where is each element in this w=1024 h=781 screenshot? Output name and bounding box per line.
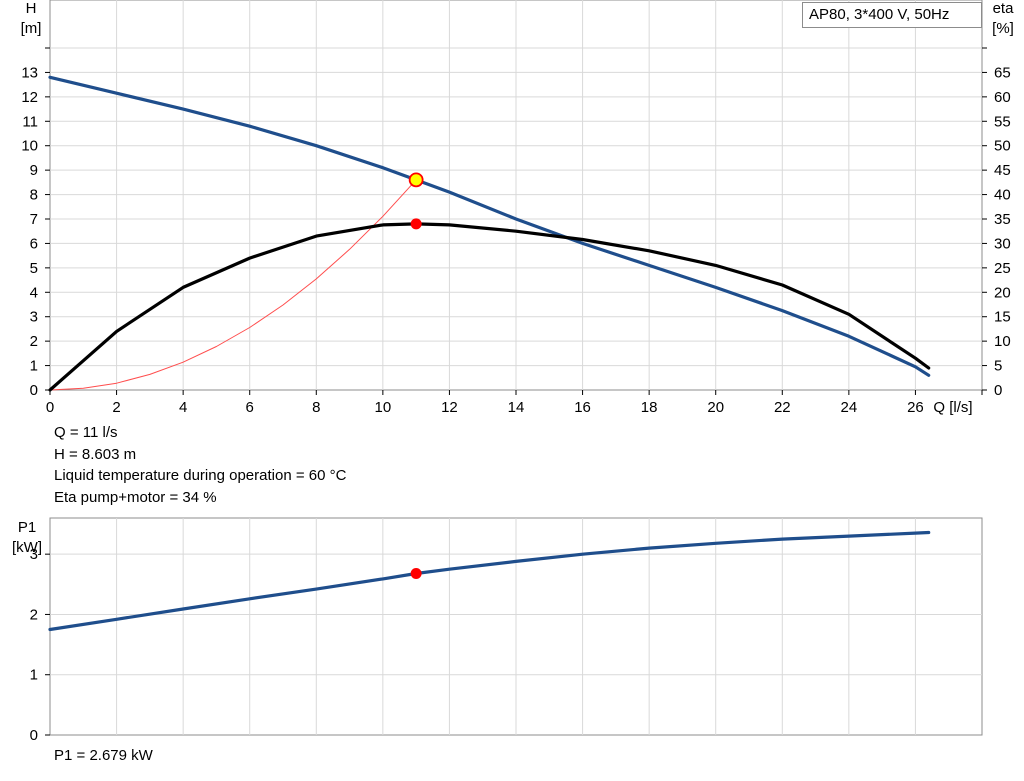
x-tick-label: 4	[179, 399, 187, 416]
y-tick-label: 0	[30, 727, 38, 744]
y-left-axis-label: [m]	[21, 20, 42, 37]
x-tick-label: 16	[574, 399, 591, 416]
y-right-axis-label: eta	[993, 0, 1015, 17]
y-right-tick-label: 20	[994, 284, 1011, 301]
x-tick-label: 20	[707, 399, 724, 416]
series-line-eta	[48, 222, 931, 392]
y-right-tick-label: 10	[994, 333, 1011, 350]
y-right-tick-label: 65	[994, 64, 1011, 81]
operating-point-head	[408, 172, 424, 188]
operating-point-eta	[410, 218, 422, 230]
x-axis-label: Q [l/s]	[933, 399, 972, 416]
info-temp: Liquid temperature during operation = 60…	[54, 467, 347, 484]
y-tick-label: 3	[30, 546, 38, 563]
y-left-tick-label: 7	[30, 211, 38, 228]
y-left-tick-label: 12	[21, 89, 38, 106]
x-tick-label: 8	[312, 399, 320, 416]
main-chart: 0 2 4 6 8 10 12 14 16 18 20 22 24 26 Q [l/s]0123456789…	[21, 0, 1015, 416]
y-right-tick-label: 30	[994, 235, 1011, 252]
y-left-tick-label: 5	[30, 260, 38, 277]
y-right-tick-label: 0	[994, 382, 1002, 399]
y-right-axis-label: [%]	[992, 20, 1014, 37]
x-tick-label: 6	[246, 399, 254, 416]
y-right-tick-label: 35	[994, 211, 1011, 228]
y-right-tick-label: 5	[994, 358, 1002, 375]
series-line-P1	[48, 530, 931, 632]
series-line-system	[49, 179, 417, 391]
x-tick-label: 10	[375, 399, 392, 416]
x-tick-label: 22	[774, 399, 791, 416]
y-left-tick-label: 11	[22, 113, 38, 130]
y-left-tick-label: 1	[30, 358, 38, 375]
x-tick-label: 18	[641, 399, 658, 416]
y-tick-label: 2	[30, 606, 38, 623]
y-left-tick-label: 3	[30, 309, 38, 326]
y-axis-label: P1	[18, 519, 36, 536]
info-eta: Eta pump+motor = 34 %	[54, 489, 217, 506]
y-tick-label: 1	[30, 667, 38, 684]
y-axis-label: [kW]	[12, 539, 42, 556]
chart-legend: AP80, 3*400 V, 50Hz	[802, 2, 982, 28]
operating-point-p1	[410, 568, 422, 580]
y-left-tick-label: 6	[30, 235, 38, 252]
y-left-tick-label: 4	[30, 284, 38, 301]
info-p1: P1 = 2.679 kW	[54, 747, 153, 764]
x-tick-label: 26	[907, 399, 924, 416]
legend-title: AP80, 3*400 V, 50Hz	[809, 6, 950, 23]
y-right-tick-label: 40	[994, 187, 1011, 204]
y-right-tick-label: 60	[994, 89, 1011, 106]
y-right-tick-label: 55	[994, 113, 1011, 130]
y-right-tick-label: 15	[994, 309, 1011, 326]
y-left-tick-label: 8	[30, 187, 38, 204]
info-h: H = 8.603 m	[54, 446, 137, 463]
y-right-tick-label: 45	[994, 162, 1011, 179]
series-line-H	[48, 75, 931, 377]
x-tick-label: 14	[508, 399, 525, 416]
y-left-axis-label: H	[26, 0, 37, 17]
x-tick-label: 24	[841, 399, 858, 416]
y-left-tick-label: 9	[30, 162, 38, 179]
y-left-tick-label: 13	[21, 64, 38, 81]
power-chart: 0 1 2 3 P1 [kW]	[12, 517, 983, 744]
info-q: Q = 11 l/s	[54, 424, 118, 441]
y-right-tick-label: 50	[994, 138, 1011, 155]
y-right-tick-label: 25	[994, 260, 1011, 277]
x-tick-label: 2	[112, 399, 120, 416]
x-tick-label: 12	[441, 399, 458, 416]
x-tick-label: 0	[46, 399, 54, 416]
y-left-tick-label: 2	[30, 333, 38, 350]
y-left-tick-label: 0	[30, 382, 38, 399]
y-left-tick-label: 10	[21, 138, 38, 155]
